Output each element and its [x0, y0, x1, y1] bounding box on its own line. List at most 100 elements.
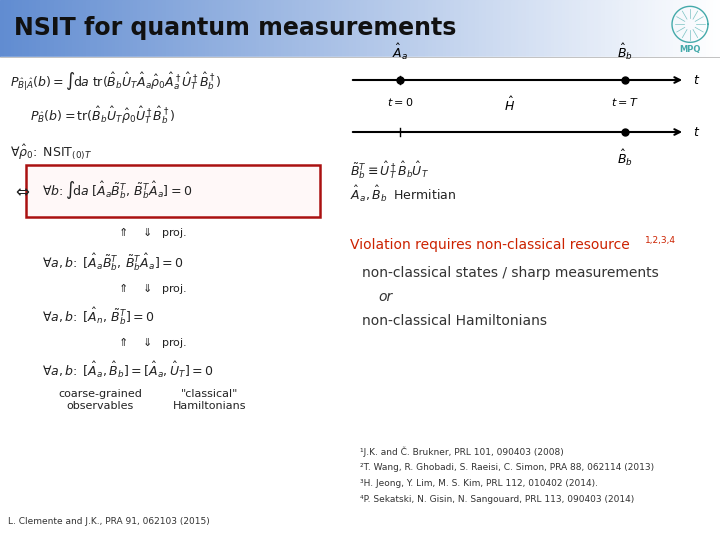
Bar	[281, 0, 285, 57]
Bar	[47, 0, 51, 57]
Bar	[194, 0, 199, 57]
Bar	[191, 0, 195, 57]
Bar	[302, 0, 307, 57]
Bar	[328, 0, 332, 57]
Bar	[97, 0, 102, 57]
Bar	[461, 0, 465, 57]
Bar	[425, 0, 429, 57]
Bar	[133, 0, 138, 57]
Bar	[612, 0, 616, 57]
Bar	[274, 0, 278, 57]
Bar	[248, 0, 253, 57]
Bar	[457, 0, 462, 57]
Bar	[583, 0, 588, 57]
Bar	[482, 0, 487, 57]
Bar	[18, 0, 22, 57]
Bar	[407, 0, 411, 57]
Bar	[137, 0, 141, 57]
Bar	[198, 0, 202, 57]
Bar	[25, 0, 30, 57]
Bar	[475, 0, 480, 57]
Bar	[450, 0, 454, 57]
Bar	[634, 0, 638, 57]
Bar	[652, 0, 656, 57]
Bar	[616, 0, 620, 57]
Bar	[342, 0, 346, 57]
Bar	[526, 0, 530, 57]
Bar	[176, 0, 181, 57]
Bar	[310, 0, 314, 57]
Bar	[335, 0, 339, 57]
Bar	[630, 0, 634, 57]
Bar	[29, 0, 33, 57]
FancyBboxPatch shape	[26, 165, 320, 217]
Bar	[151, 0, 156, 57]
Bar	[392, 0, 397, 57]
Bar	[126, 0, 130, 57]
Bar	[644, 0, 649, 57]
Bar	[623, 0, 627, 57]
Bar	[32, 0, 37, 57]
Bar	[605, 0, 609, 57]
Bar	[216, 0, 220, 57]
Bar	[7, 0, 12, 57]
Bar	[252, 0, 256, 57]
Bar	[385, 0, 390, 57]
Text: $\Leftrightarrow$: $\Leftrightarrow$	[12, 182, 30, 200]
Bar	[158, 0, 163, 57]
Bar	[655, 0, 660, 57]
Bar	[115, 0, 120, 57]
Bar	[626, 0, 631, 57]
Bar	[90, 0, 94, 57]
Text: $\forall a,b\!:\;[\hat{A}_a,\hat{B}_b]=[\hat{A}_a,\hat{U}_T]=0$: $\forall a,b\!:\;[\hat{A}_a,\hat{B}_b]=[…	[42, 360, 213, 380]
Bar	[580, 0, 584, 57]
Bar	[587, 0, 591, 57]
Bar	[364, 0, 368, 57]
Bar	[263, 0, 267, 57]
Bar	[540, 0, 544, 57]
Bar	[356, 0, 361, 57]
Text: $P_{\hat{B}|\hat{A}}(b)=\int\!{\rm d}a\;{\rm tr}(\hat{B}_b\hat{U}_T\hat{A}_a\hat: $P_{\hat{B}|\hat{A}}(b)=\int\!{\rm d}a\;…	[10, 71, 222, 93]
Bar	[230, 0, 235, 57]
Bar	[479, 0, 483, 57]
Bar	[432, 0, 436, 57]
Bar	[716, 0, 720, 57]
Bar	[65, 0, 69, 57]
Bar	[349, 0, 354, 57]
Bar	[0, 0, 4, 57]
Bar	[677, 0, 681, 57]
Bar	[522, 0, 526, 57]
Bar	[180, 0, 184, 57]
Bar	[0, 57, 720, 540]
Bar	[594, 0, 598, 57]
Bar	[202, 0, 206, 57]
Bar	[11, 0, 15, 57]
Bar	[277, 0, 282, 57]
Bar	[313, 0, 318, 57]
Bar	[140, 0, 145, 57]
Bar	[241, 0, 246, 57]
Text: $\Uparrow\quad\Downarrow$  proj.: $\Uparrow\quad\Downarrow$ proj.	[117, 280, 188, 295]
Text: Violation requires non-classical resource: Violation requires non-classical resourc…	[350, 238, 630, 252]
Bar	[670, 0, 674, 57]
Bar	[234, 0, 238, 57]
Bar	[547, 0, 552, 57]
Bar	[169, 0, 174, 57]
Bar	[68, 0, 73, 57]
Bar	[209, 0, 213, 57]
Bar	[173, 0, 177, 57]
Bar	[598, 0, 602, 57]
Text: coarse-grained
observables: coarse-grained observables	[58, 389, 142, 411]
Bar	[378, 0, 382, 57]
Bar	[684, 0, 688, 57]
Bar	[515, 0, 519, 57]
Bar	[79, 0, 84, 57]
Bar	[288, 0, 292, 57]
Text: $\forall a,b\!:\;[\hat{A}_n,\,\tilde{B}_b^T]=0$: $\forall a,b\!:\;[\hat{A}_n,\,\tilde{B}_…	[42, 305, 155, 327]
Bar	[659, 0, 663, 57]
Text: $\Uparrow\quad\Downarrow$  proj.: $\Uparrow\quad\Downarrow$ proj.	[117, 226, 188, 240]
Bar	[529, 0, 534, 57]
Bar	[295, 0, 300, 57]
Text: $P_{\hat{B}}(b)={\rm tr}(\hat{B}_b\hat{U}_T\hat{\rho}_0\hat{U}_T^\dagger\hat{B}_: $P_{\hat{B}}(b)={\rm tr}(\hat{B}_b\hat{U…	[30, 104, 176, 126]
Bar	[94, 0, 98, 57]
